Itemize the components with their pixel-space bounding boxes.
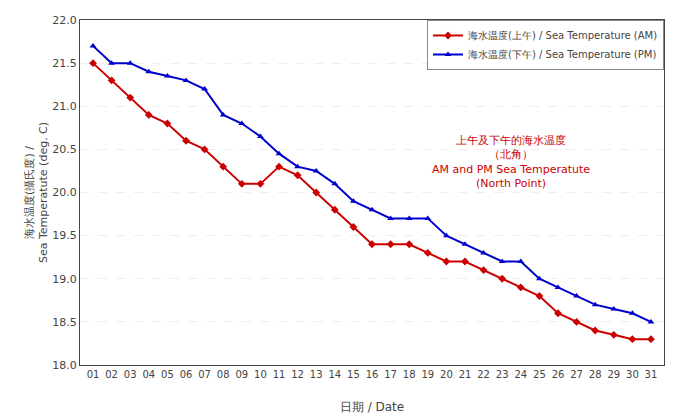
svg-text:20.0: 20.0 xyxy=(52,186,77,199)
svg-text:13: 13 xyxy=(310,369,323,380)
svg-text:18.0: 18.0 xyxy=(52,359,77,372)
svg-text:日期 / Date: 日期 / Date xyxy=(340,400,404,414)
svg-text:20.5: 20.5 xyxy=(52,143,77,156)
svg-text:21.0: 21.0 xyxy=(52,100,77,113)
svg-text:海水温度(下午) / Sea Temperature (PM: 海水温度(下午) / Sea Temperature (PM) xyxy=(468,49,656,60)
svg-text:02: 02 xyxy=(105,369,118,380)
svg-text:12: 12 xyxy=(291,369,304,380)
svg-text:01: 01 xyxy=(87,369,100,380)
svg-text:30: 30 xyxy=(626,369,639,380)
svg-text:18.5: 18.5 xyxy=(52,316,77,329)
svg-text:21: 21 xyxy=(459,369,472,380)
svg-text:16: 16 xyxy=(366,369,379,380)
svg-text:20: 20 xyxy=(440,369,453,380)
svg-text:19: 19 xyxy=(421,369,434,380)
svg-text:06: 06 xyxy=(180,369,193,380)
svg-text:10: 10 xyxy=(254,369,267,380)
svg-text:05: 05 xyxy=(161,369,174,380)
svg-text:17: 17 xyxy=(384,369,397,380)
svg-text:11: 11 xyxy=(273,369,286,380)
svg-text:21.5: 21.5 xyxy=(52,57,77,70)
svg-text:09: 09 xyxy=(235,369,248,380)
svg-text:22.0: 22.0 xyxy=(52,14,77,27)
svg-text:19.0: 19.0 xyxy=(52,273,77,286)
svg-text:07: 07 xyxy=(198,369,211,380)
svg-text:19.5: 19.5 xyxy=(52,229,77,242)
svg-text:海水温度(上午) / Sea Temperature (AM: 海水温度(上午) / Sea Temperature (AM) xyxy=(468,30,657,41)
svg-text:22: 22 xyxy=(477,369,490,380)
svg-text:31: 31 xyxy=(645,369,658,380)
svg-text:上午及下午的海水温度（北角）AM and PM Sea Te: 上午及下午的海水温度（北角）AM and PM Sea Temperatute(… xyxy=(432,134,590,190)
svg-text:26: 26 xyxy=(552,369,565,380)
svg-text:23: 23 xyxy=(496,369,509,380)
svg-text:29: 29 xyxy=(607,369,620,380)
svg-text:04: 04 xyxy=(142,369,155,380)
svg-text:27: 27 xyxy=(570,369,583,380)
svg-text:03: 03 xyxy=(124,369,137,380)
svg-text:25: 25 xyxy=(533,369,546,380)
svg-text:08: 08 xyxy=(217,369,230,380)
svg-text:14: 14 xyxy=(328,369,341,380)
svg-text:18: 18 xyxy=(403,369,416,380)
svg-text:海水温度(攝氏度) /Sea Temperatute (de: 海水温度(攝氏度) /Sea Temperatute (deg. C) xyxy=(23,122,50,263)
svg-text:28: 28 xyxy=(589,369,602,380)
svg-text:24: 24 xyxy=(514,369,527,380)
svg-text:15: 15 xyxy=(347,369,360,380)
